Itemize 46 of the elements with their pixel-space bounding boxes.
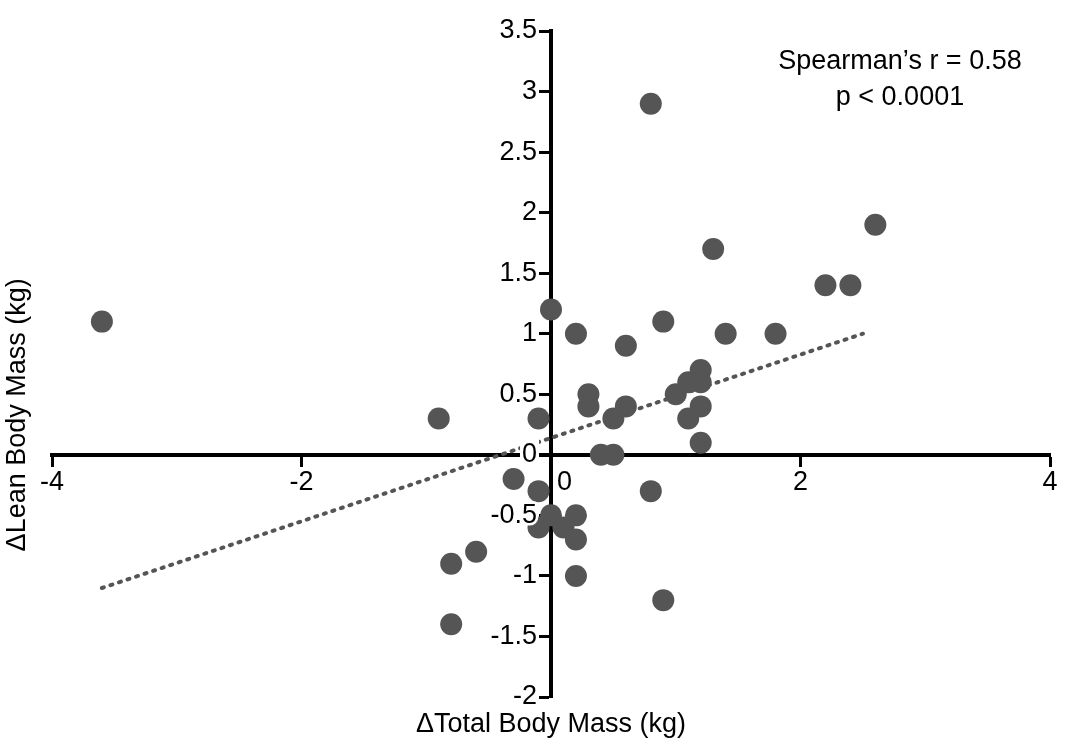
x-tick-label: 4 [1042, 465, 1058, 496]
point [90, 310, 113, 333]
point [427, 407, 450, 430]
x-tick-label: -2 [289, 465, 314, 496]
point [564, 528, 587, 551]
y-axis-title: ΔLean Body Mass (kg) [0, 278, 31, 552]
point [652, 589, 675, 612]
y-tick-label: 1 [521, 317, 537, 348]
point [440, 552, 463, 575]
annotation: p < 0.0001 [835, 80, 965, 111]
point [564, 322, 587, 345]
y-tick-label: 1.5 [499, 256, 537, 287]
x-tick-label: 0 [557, 465, 573, 496]
y-tick-label: 2.5 [499, 135, 537, 166]
y-tick-label: 0.5 [499, 377, 537, 408]
y-tick-label: 2 [521, 196, 537, 227]
point [440, 613, 463, 636]
point [839, 274, 862, 297]
point [564, 564, 587, 587]
point [702, 237, 725, 260]
y-tick-label: 0 [521, 438, 537, 469]
point [502, 468, 525, 491]
point [764, 322, 787, 345]
point [639, 480, 662, 503]
y-tick-label: -1 [512, 559, 537, 590]
point [639, 92, 662, 115]
point [527, 407, 550, 430]
point [602, 407, 625, 430]
point [564, 504, 587, 527]
point [814, 274, 837, 297]
point [714, 322, 737, 345]
point [527, 480, 550, 503]
y-tick-label: -1.5 [490, 619, 537, 650]
y-tick-label: 3 [521, 75, 537, 105]
point [465, 540, 488, 563]
annotation: Spearman’s r = 0.58 [778, 44, 1022, 75]
x-tick-label: 2 [792, 465, 809, 496]
x-tick-label: -4 [39, 465, 65, 496]
y-tick-label: 3.5 [499, 14, 537, 45]
point [652, 310, 675, 333]
point [614, 334, 637, 357]
point [540, 298, 562, 321]
point [677, 407, 700, 430]
point [864, 213, 887, 236]
y-tick-label: -0.5 [490, 498, 537, 529]
point [689, 431, 712, 454]
